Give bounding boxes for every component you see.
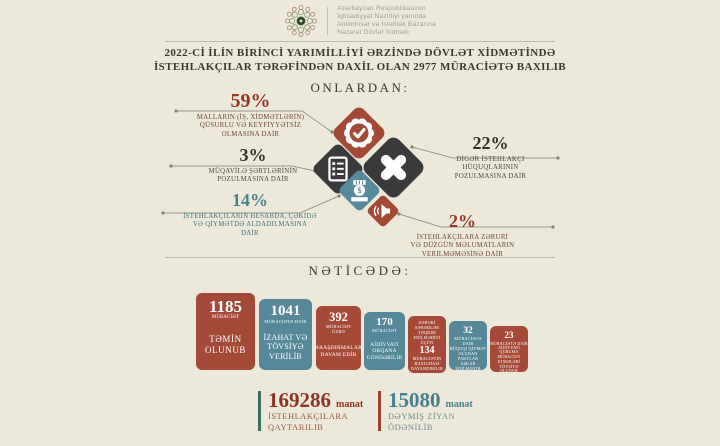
result-bar-satisfied: 1185 MÜRACİƏT TƏMİN OLUNUB bbox=[196, 293, 255, 370]
footer-amount-returned: 169286 manat İSTEHLAKÇILARA QAYTARILIB bbox=[258, 388, 364, 432]
org-name: Azərbaycan Respublikasının İqtisadiyyat … bbox=[337, 5, 436, 38]
diamond-quality bbox=[330, 104, 388, 162]
result-pretext: ZƏRURİ SƏNƏDLƏR TƏQDİM EDİLMƏDİYİ ÜÇÜN bbox=[413, 320, 441, 345]
quality-seal-check-icon bbox=[343, 118, 375, 148]
result-number: 134 bbox=[419, 345, 435, 356]
result-text: MÜRACİƏTİN BAXILMASI DAYANDIRILIB bbox=[410, 356, 444, 371]
stat-percent: 59% bbox=[230, 90, 271, 112]
amount-unit: manat bbox=[336, 399, 364, 410]
amount-accent-bar bbox=[378, 391, 381, 431]
header-divider bbox=[327, 7, 329, 35]
page-title-line2: İSTEHLAKÇILAR TƏRƏFİNDƏN DAXİL OLAN 2977… bbox=[153, 60, 567, 73]
cash-register-icon: $ bbox=[351, 180, 368, 202]
stat-callout-cheating: 14% İSTEHLAKÇILARIN HESABDA, ÇƏKİDƏ VƏ Q… bbox=[170, 191, 330, 238]
stat-desc: İSTEHLAKÇILARA ZƏRURİ VƏ DÜZGÜN MƏLUMATL… bbox=[410, 234, 515, 258]
result-bar-recommended: 23 MÜRACİƏTƏ DAİR AİDİYYATI QURUMA MÜRAC… bbox=[490, 326, 528, 374]
result-sublabel: MÜRACİƏT bbox=[371, 328, 398, 333]
stat-callout-information: 2% İSTEHLAKÇILARA ZƏRURİ VƏ DÜZGÜN MƏLUM… bbox=[390, 212, 535, 259]
org-name-line: İqtisadiyyat Nazirliyi yanında bbox=[337, 12, 427, 20]
result-number: 170 bbox=[376, 316, 393, 328]
stat-percent: 14% bbox=[232, 190, 268, 210]
result-sublabel: MÜRACİƏT ÜZRƏ bbox=[325, 323, 352, 334]
result-number: 1185 bbox=[208, 297, 243, 316]
result-number: 1041 bbox=[270, 303, 301, 319]
result-bar-explained: 1041 MÜRACİƏTƏ DAİR İZAHAT VƏ TÖVSİYƏ VE… bbox=[259, 299, 312, 370]
diamond-cross bbox=[360, 134, 427, 201]
diamond-contract bbox=[311, 142, 365, 196]
section-label-onlardan: ONLARDAN: bbox=[310, 80, 410, 95]
result-bar-suspended: ZƏRURİ SƏNƏDLƏR TƏQDİM EDİLMƏDİYİ ÜÇÜN 1… bbox=[408, 316, 446, 373]
result-sublabel: MÜRACİƏT bbox=[211, 315, 240, 320]
result-text: AİDİYYATI QURUMA MÜRACİƏT ETMƏLƏRİ TÖVSİ… bbox=[497, 344, 521, 374]
svg-text:$: $ bbox=[357, 186, 361, 195]
amount-value: 169286 bbox=[268, 388, 331, 412]
mid-divider bbox=[165, 257, 555, 258]
megaphone-icon bbox=[373, 204, 390, 218]
top-divider bbox=[165, 41, 555, 42]
result-number: 392 bbox=[329, 310, 348, 324]
result-text: AİDİYYATI ORQANA GÖNDƏRİLİB bbox=[366, 341, 403, 361]
contract-document-icon bbox=[328, 156, 348, 182]
x-cross-icon bbox=[380, 154, 407, 181]
section-label-neticede: NƏTİCƏDƏ: bbox=[308, 263, 412, 278]
amount-accent-bar bbox=[258, 391, 261, 431]
result-bar-forwarded: 170 MÜRACİƏT AİDİYYATI ORQANA GÖNDƏRİLİB bbox=[364, 312, 405, 370]
diamond-megaphone bbox=[366, 194, 400, 228]
result-sublabel: MÜRACİƏTƏ DAİR bbox=[454, 336, 482, 346]
ministry-emblem-icon bbox=[285, 5, 318, 37]
header: Azərbaycan Respublikasının İqtisadiyyat … bbox=[0, 4, 720, 38]
result-bar-ongoing: 392 MÜRACİƏT ÜZRƏ ARAŞDIRMALAR DAVAM EDİ… bbox=[314, 306, 363, 370]
stat-percent: 22% bbox=[472, 133, 509, 153]
stat-percent: 2% bbox=[449, 211, 476, 231]
stat-callout-contract-terms: 3% MÜQAVİLƏ ŞƏRTLƏRİNİN POZULMASINA DAİR bbox=[180, 146, 326, 185]
amount-unit: manat bbox=[445, 399, 473, 410]
page-title-line1: 2022-Cİ İLİN BİRİNCİ YARIMİLLİYİ ƏRZİNDƏ… bbox=[164, 47, 556, 59]
result-text: TƏMİN OLUNUB bbox=[204, 334, 247, 355]
amount-value: 15080 bbox=[388, 388, 441, 412]
org-name-line: Antiinhisar və İstehlak Bazarına bbox=[337, 21, 436, 28]
stat-desc: MALLARIN (İŞ, XİDMƏTLƏRİN) QÜSURLU VƏ KE… bbox=[196, 114, 305, 138]
stat-callout-defective-goods: 59% MALLARIN (İŞ, XİDMƏTLƏRİN) QÜSURLU V… bbox=[173, 90, 328, 139]
diamond-cash: $ bbox=[337, 168, 382, 213]
stat-percent: 3% bbox=[239, 145, 267, 165]
amount-desc: İSTEHLAKÇILARA QAYTARILIB bbox=[268, 411, 349, 432]
org-name-line: Azərbaycan Respublikasının bbox=[337, 4, 426, 12]
stat-desc: DİGƏR İSTEHLAKÇI HÜQUQLARININ POZULMASIN… bbox=[454, 156, 527, 180]
footer-amount-damages: 15080 manat DƏYMİŞ ZİYAN ÖDƏNİLİB bbox=[378, 388, 473, 432]
stat-desc: İSTEHLAKÇILARIN HESABDA, ÇƏKİDƏ VƏ QİYMƏ… bbox=[183, 213, 317, 237]
result-bar-no-facts: 32 MÜRACİƏTƏ DAİR HÜQUQİ QİYMƏT OLUNAN F… bbox=[449, 321, 487, 371]
result-text: HÜQUQİ QİYMƏT OLUNAN FAKTLAR AŞKAR EDİLM… bbox=[449, 346, 487, 371]
amount-desc: DƏYMİŞ ZİYAN ÖDƏNİLİB bbox=[388, 411, 456, 432]
result-number: 32 bbox=[463, 326, 473, 336]
result-text: ARAŞDIRMALAR DAVAM EDİR bbox=[314, 345, 363, 359]
page-title: 2022-Cİ İLİN BİRİNCİ YARIMİLLİYİ ƏRZİNDƏ… bbox=[0, 47, 720, 74]
result-sublabel: MÜRACİƏTƏ DAİR bbox=[490, 340, 528, 346]
result-sublabel: MÜRACİƏTƏ DAİR bbox=[264, 319, 307, 324]
org-name-line: Nəzarət Dövlət Xidməti bbox=[337, 29, 409, 37]
result-text: İZAHAT VƏ TÖVSİYƏ VERİLİB bbox=[263, 332, 308, 361]
result-number: 23 bbox=[504, 330, 514, 340]
stat-desc: MÜQAVİLƏ ŞƏRTLƏRİNİN POZULMASINA DAİR bbox=[208, 168, 298, 184]
stat-callout-other-rights: 22% DİGƏR İSTEHLAKÇI HÜQUQLARININ POZULM… bbox=[418, 134, 563, 181]
